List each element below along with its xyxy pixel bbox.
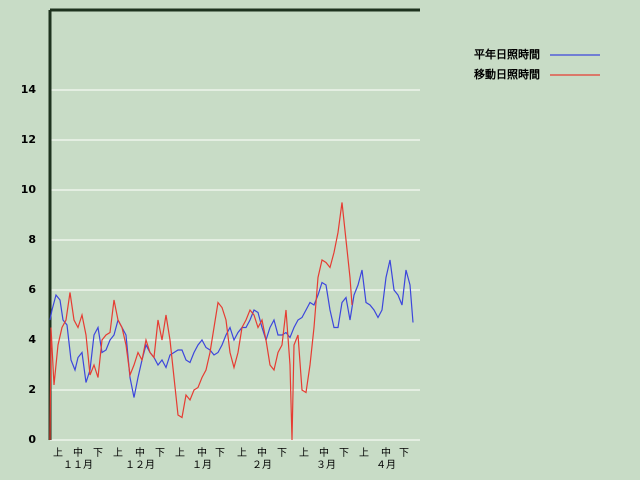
x-tick-label: 中 [73, 446, 83, 459]
y-tick-label: 0 [28, 433, 36, 446]
x-tick-label: 下 [339, 448, 349, 459]
y-tick-label: 6 [28, 283, 36, 296]
legend-label: 移動日照時間 [474, 67, 540, 81]
x-tick-label: 中 [257, 446, 267, 459]
x-tick-label: 中 [319, 446, 329, 459]
x-tick-label: 上 [237, 447, 247, 459]
y-tick-label: 8 [28, 233, 36, 246]
x-tick-label: 上 [299, 447, 309, 459]
y-tick-label: 4 [28, 333, 36, 346]
x-tick-label: 中 [197, 446, 207, 459]
series-line [49, 202, 353, 441]
x-tick-label: 中 [381, 446, 391, 459]
x-tick-label: 下 [399, 448, 409, 459]
x-group-label: ３月 [316, 459, 336, 471]
x-group-label: ４月 [376, 459, 396, 471]
x-tick-label: 下 [93, 448, 103, 459]
x-group-label: １月 [192, 459, 212, 471]
x-tick-label: 下 [277, 448, 287, 459]
y-tick-label: 12 [21, 133, 36, 146]
legend-label: 平年日照時間 [474, 47, 540, 61]
x-tick-label: 上 [359, 447, 369, 459]
y-tick-label: 14 [21, 83, 37, 96]
x-tick-label: 上 [175, 447, 185, 459]
x-group-label: ２月 [252, 459, 272, 471]
x-tick-label: 下 [215, 448, 225, 459]
x-group-label: １１月 [63, 459, 93, 471]
y-tick-label: 2 [28, 383, 36, 396]
series-line [49, 259, 414, 398]
x-group-label: １２月 [125, 459, 155, 471]
x-tick-label: 下 [155, 448, 165, 459]
x-tick-label: 中 [135, 446, 145, 459]
y-tick-label: 10 [21, 183, 37, 196]
x-tick-label: 上 [53, 447, 63, 459]
x-tick-label: 上 [113, 447, 123, 459]
